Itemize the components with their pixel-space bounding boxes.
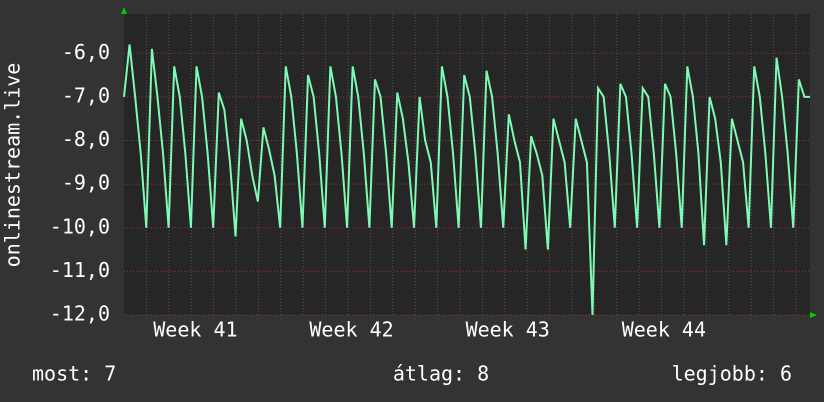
y-tick-label: -10,0	[50, 214, 110, 238]
axis-arrow	[121, 7, 127, 14]
x-tick-label: Week 42	[309, 318, 393, 342]
y-tick-label: -7,0	[62, 83, 110, 107]
y-tick-label: -6,0	[62, 40, 110, 64]
series-line	[123, 44, 810, 316]
y-tick-label: -12,0	[50, 302, 110, 326]
footer-stat: átlag: 8	[393, 362, 489, 386]
y-tick-label: -8,0	[62, 127, 110, 151]
y-tick-label: -9,0	[62, 171, 110, 195]
y-tick-label: -11,0	[50, 258, 110, 282]
x-tick-label: Week 44	[622, 318, 706, 342]
footer-stat: legjobb: 6	[672, 362, 792, 386]
y-axis-label: onlinestream.live	[1, 63, 25, 268]
footer-stat: most: 7	[32, 362, 116, 386]
axis-arrow	[810, 312, 817, 318]
x-tick-label: Week 41	[153, 318, 237, 342]
x-tick-label: Week 43	[466, 318, 550, 342]
